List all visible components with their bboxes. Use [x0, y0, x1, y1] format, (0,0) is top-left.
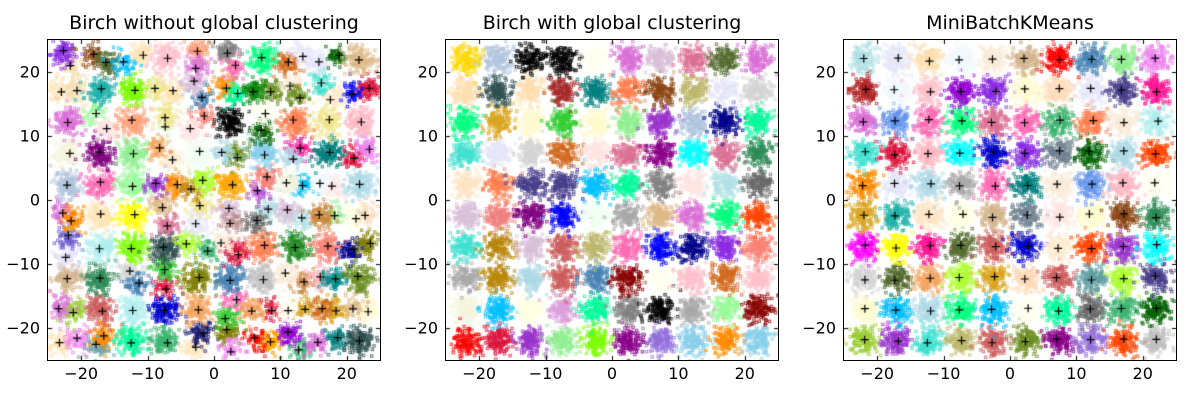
- x-tick-label: 0: [606, 364, 618, 383]
- y-tick-label: −20: [404, 318, 438, 338]
- x-tick-label: −20: [860, 364, 895, 383]
- x-tick-label: 0: [208, 364, 220, 383]
- y-tick-label: 0: [29, 190, 40, 210]
- x-tick-label: −10: [130, 364, 165, 383]
- y-tick-label: −20: [6, 318, 40, 338]
- subplot-title-birch-global: Birch with global clustering: [482, 12, 742, 34]
- x-tick-label: 20: [734, 364, 755, 383]
- y-tick-label: 20: [815, 62, 836, 82]
- y-tick-label: 20: [417, 62, 438, 82]
- y-tick-label: −10: [6, 254, 40, 274]
- scatter-canvas-minibatchkmeans: [844, 40, 1176, 360]
- axes-birch-global: [445, 39, 779, 361]
- y-tick-label: −10: [404, 254, 438, 274]
- y-tick-label: 20: [19, 62, 40, 82]
- x-tick-label: −20: [64, 364, 99, 383]
- x-tick-label: −20: [462, 364, 497, 383]
- x-tick-label: 20: [1132, 364, 1153, 383]
- x-tick-label: 20: [336, 364, 357, 383]
- x-tick-label: 10: [668, 364, 689, 383]
- scatter-canvas-birch-global: [446, 40, 778, 360]
- subplot-title-minibatchkmeans: MiniBatchKMeans: [926, 12, 1094, 34]
- x-tick-label: 0: [1004, 364, 1016, 383]
- axes-birch-no-global: [47, 39, 381, 361]
- y-tick-label: 0: [427, 190, 438, 210]
- y-tick-label: 0: [825, 190, 836, 210]
- x-tick-label: 10: [270, 364, 291, 383]
- y-tick-label: −20: [802, 318, 836, 338]
- y-tick-label: −10: [802, 254, 836, 274]
- scatter-canvas-birch-no-global: [48, 40, 380, 360]
- x-tick-label: −10: [926, 364, 961, 383]
- axes-minibatchkmeans: [843, 39, 1177, 361]
- x-tick-label: 10: [1066, 364, 1087, 383]
- x-tick-label: −10: [528, 364, 563, 383]
- y-tick-label: 10: [19, 126, 40, 146]
- subplot-title-birch-no-global: Birch without global clustering: [69, 12, 359, 34]
- y-tick-label: 10: [417, 126, 438, 146]
- y-tick-label: 10: [815, 126, 836, 146]
